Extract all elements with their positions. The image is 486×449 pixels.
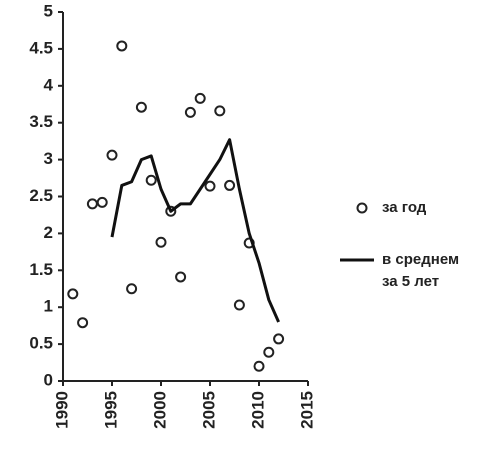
y-tick-label: 2.5 (29, 186, 53, 205)
x-tick-label: 1990 (52, 391, 71, 429)
x-tick-label: 2010 (248, 391, 267, 429)
y-tick-label: 1.5 (29, 260, 53, 279)
y-tick-label: 1 (44, 297, 53, 316)
point (86, 198, 98, 210)
y-tick-label: 3 (44, 149, 53, 168)
point (116, 40, 128, 52)
point (194, 92, 206, 104)
point (145, 174, 157, 186)
y-tick-label: 5 (44, 1, 53, 20)
point (184, 106, 196, 118)
x-tick-label: 2015 (297, 391, 316, 429)
point (96, 196, 108, 208)
point (135, 101, 147, 113)
point (77, 317, 89, 329)
x-tick-label: 1995 (101, 391, 120, 429)
point (204, 180, 216, 192)
point (273, 333, 285, 345)
legend-marker (356, 202, 368, 214)
point (126, 283, 138, 295)
point (165, 205, 177, 217)
point (155, 236, 167, 248)
y-tick-label: 3.5 (29, 112, 53, 131)
legend-label: в среднем за 5 лет (382, 251, 460, 290)
point (224, 179, 236, 191)
x-tick-label: 2000 (150, 391, 169, 429)
point (253, 360, 265, 372)
point (106, 149, 118, 161)
point (67, 288, 79, 300)
point (214, 105, 226, 117)
legend-label: за год (382, 199, 427, 216)
y-tick-label: 4 (44, 75, 54, 94)
y-tick-label: 0.5 (29, 334, 53, 353)
point (263, 346, 275, 358)
y-tick-label: 4.5 (29, 38, 53, 57)
x-tick-label: 2005 (199, 391, 218, 429)
point (175, 271, 187, 283)
point (233, 299, 245, 311)
average-line (110, 138, 280, 323)
y-tick-label: 0 (44, 370, 53, 389)
y-tick-label: 2 (44, 223, 53, 242)
